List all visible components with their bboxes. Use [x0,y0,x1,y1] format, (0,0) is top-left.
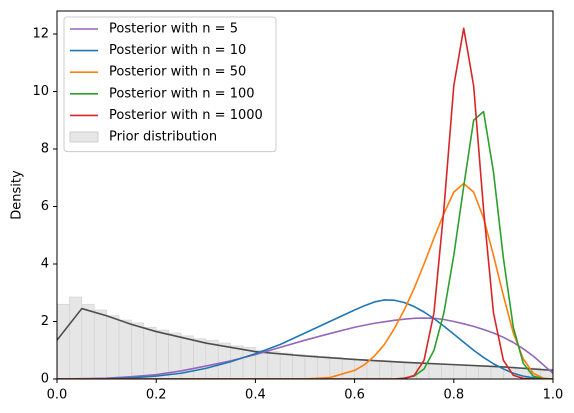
axes-frame [56,10,554,380]
legend-label: Posterior with n = 1000 [109,108,263,123]
legend-label: Prior distribution [109,130,217,145]
posterior-line [57,27,553,379]
histogram-bar [155,329,169,379]
histogram-bar [441,364,455,379]
plot-area [57,27,553,379]
y-tick-label: 12 [32,27,49,42]
legend-label: Posterior with n = 100 [109,86,255,101]
y-tick-label: 2 [41,314,49,329]
histogram-bar [93,309,107,379]
legend-box [63,16,277,153]
histogram-bar [279,352,293,379]
posterior-line [57,182,553,379]
histogram-bar [118,319,132,379]
histogram-bar [131,322,145,379]
y-tick-label: 6 [41,199,49,214]
legend-swatch [69,131,99,143]
posterior-line [57,110,553,379]
histogram-bar [230,345,244,379]
histogram-bar [106,315,120,379]
histogram-bar [193,338,207,379]
y-axis-label: Density [10,170,25,220]
y-tick-label: 0 [41,372,49,387]
x-tick-label: 0.0 [47,388,68,403]
y-tick-label: 8 [41,142,49,157]
histogram-bar [379,360,393,379]
legend-label: Posterior with n = 50 [109,65,246,80]
posterior-line [57,299,553,379]
histogram-bar [317,356,331,379]
prior-density-line [57,307,553,372]
x-tick-label: 0.6 [344,388,365,403]
histogram-bar [341,358,355,379]
histogram-bar [69,296,83,379]
x-tick-label: 0.4 [245,388,266,403]
histogram-bar [391,361,405,379]
histogram-bar [292,354,306,379]
histogram-bar [205,339,219,379]
histogram-bar [416,362,430,379]
histogram-bar [267,351,281,379]
histogram-bar [81,303,95,379]
histogram-bar [366,360,380,379]
y-tick-label: 4 [41,257,49,272]
posterior-line [57,317,553,379]
histogram-bar [143,326,157,379]
histogram-bar [453,364,467,379]
y-tick-label: 10 [32,84,49,99]
legend-label: Posterior with n = 10 [109,43,246,58]
x-tick-label: 0.2 [146,388,167,403]
legend-label: Posterior with n = 5 [109,22,238,37]
histogram-bar [304,355,318,379]
histogram-bar [478,365,492,379]
histogram-bar [57,303,70,379]
x-tick-label: 0.8 [443,388,464,403]
histogram-bar [428,363,442,379]
histogram-bar [465,365,479,379]
x-tick-label: 1.0 [543,388,564,403]
